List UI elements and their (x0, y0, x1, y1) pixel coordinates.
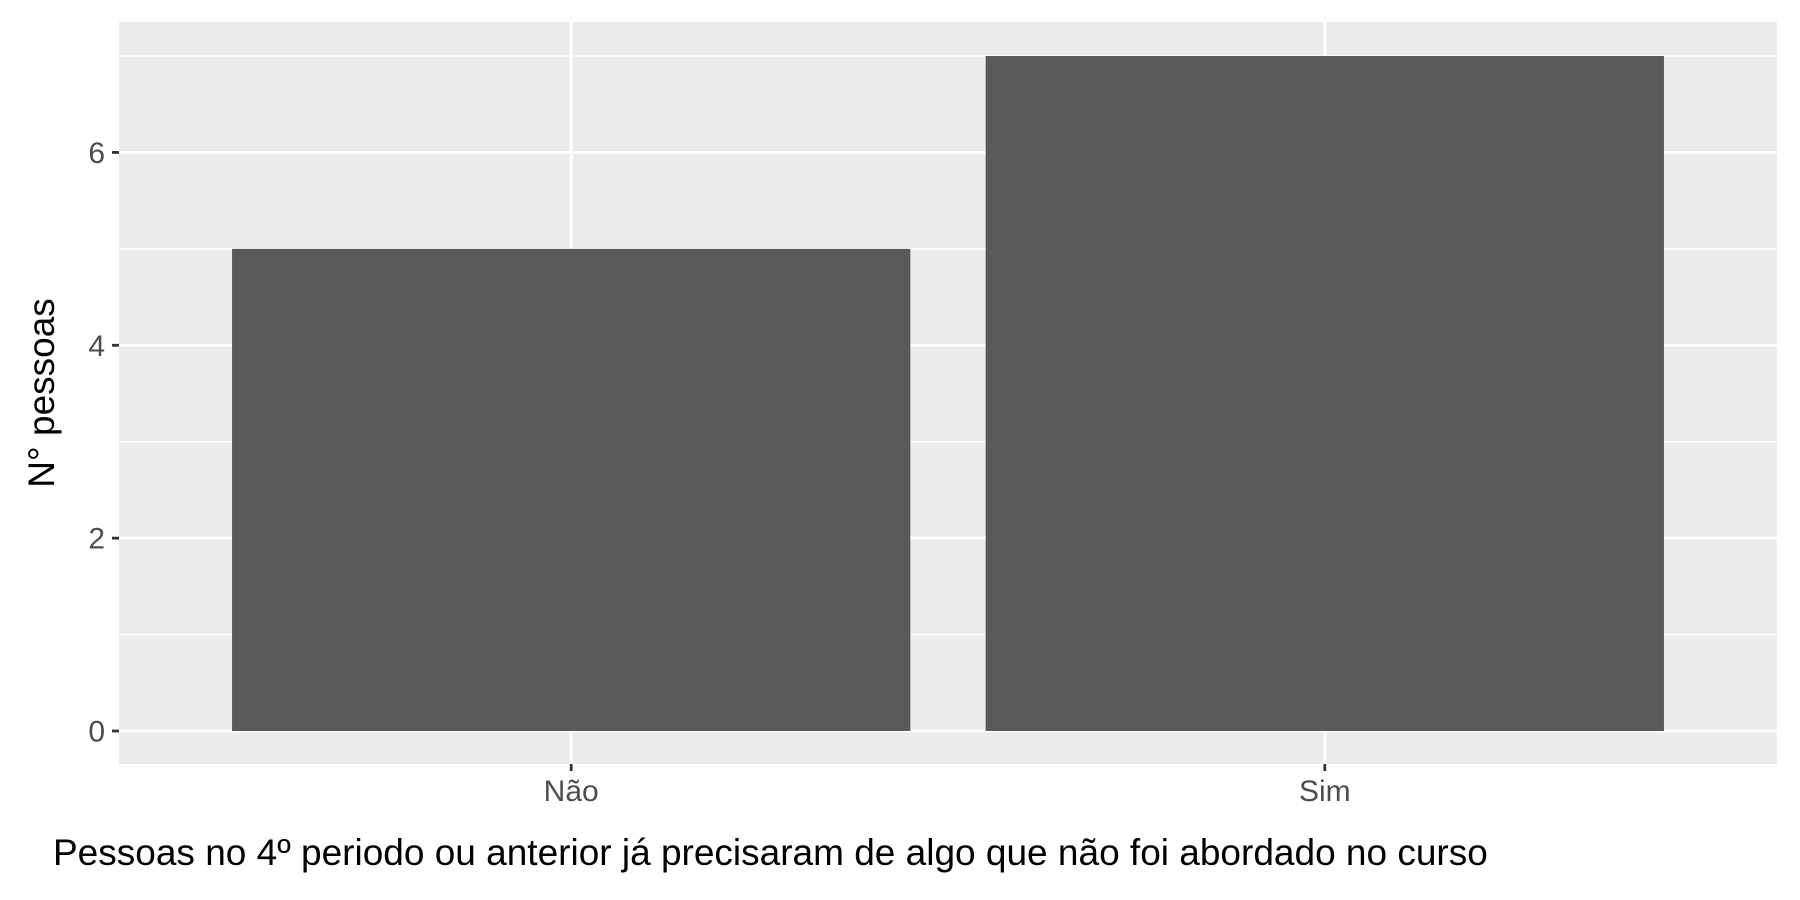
y-axis-title: N° pessoas (21, 298, 62, 488)
y-tick-label: 2 (88, 523, 105, 556)
y-tick-label: 6 (88, 137, 105, 170)
x-axis-title: Pessoas no 4º periodo ou anterior já pre… (53, 832, 1488, 873)
y-tick-label: 0 (88, 716, 105, 749)
bar-sim (985, 56, 1664, 731)
x-axis: Não Sim (544, 764, 1351, 808)
y-tick-label: 4 (88, 330, 105, 363)
bar-nao (232, 248, 911, 731)
x-tick-label: Sim (1299, 775, 1351, 808)
x-tick-label: Não (544, 775, 599, 808)
bars (232, 56, 1664, 731)
y-axis: 0 2 4 6 (88, 137, 119, 749)
